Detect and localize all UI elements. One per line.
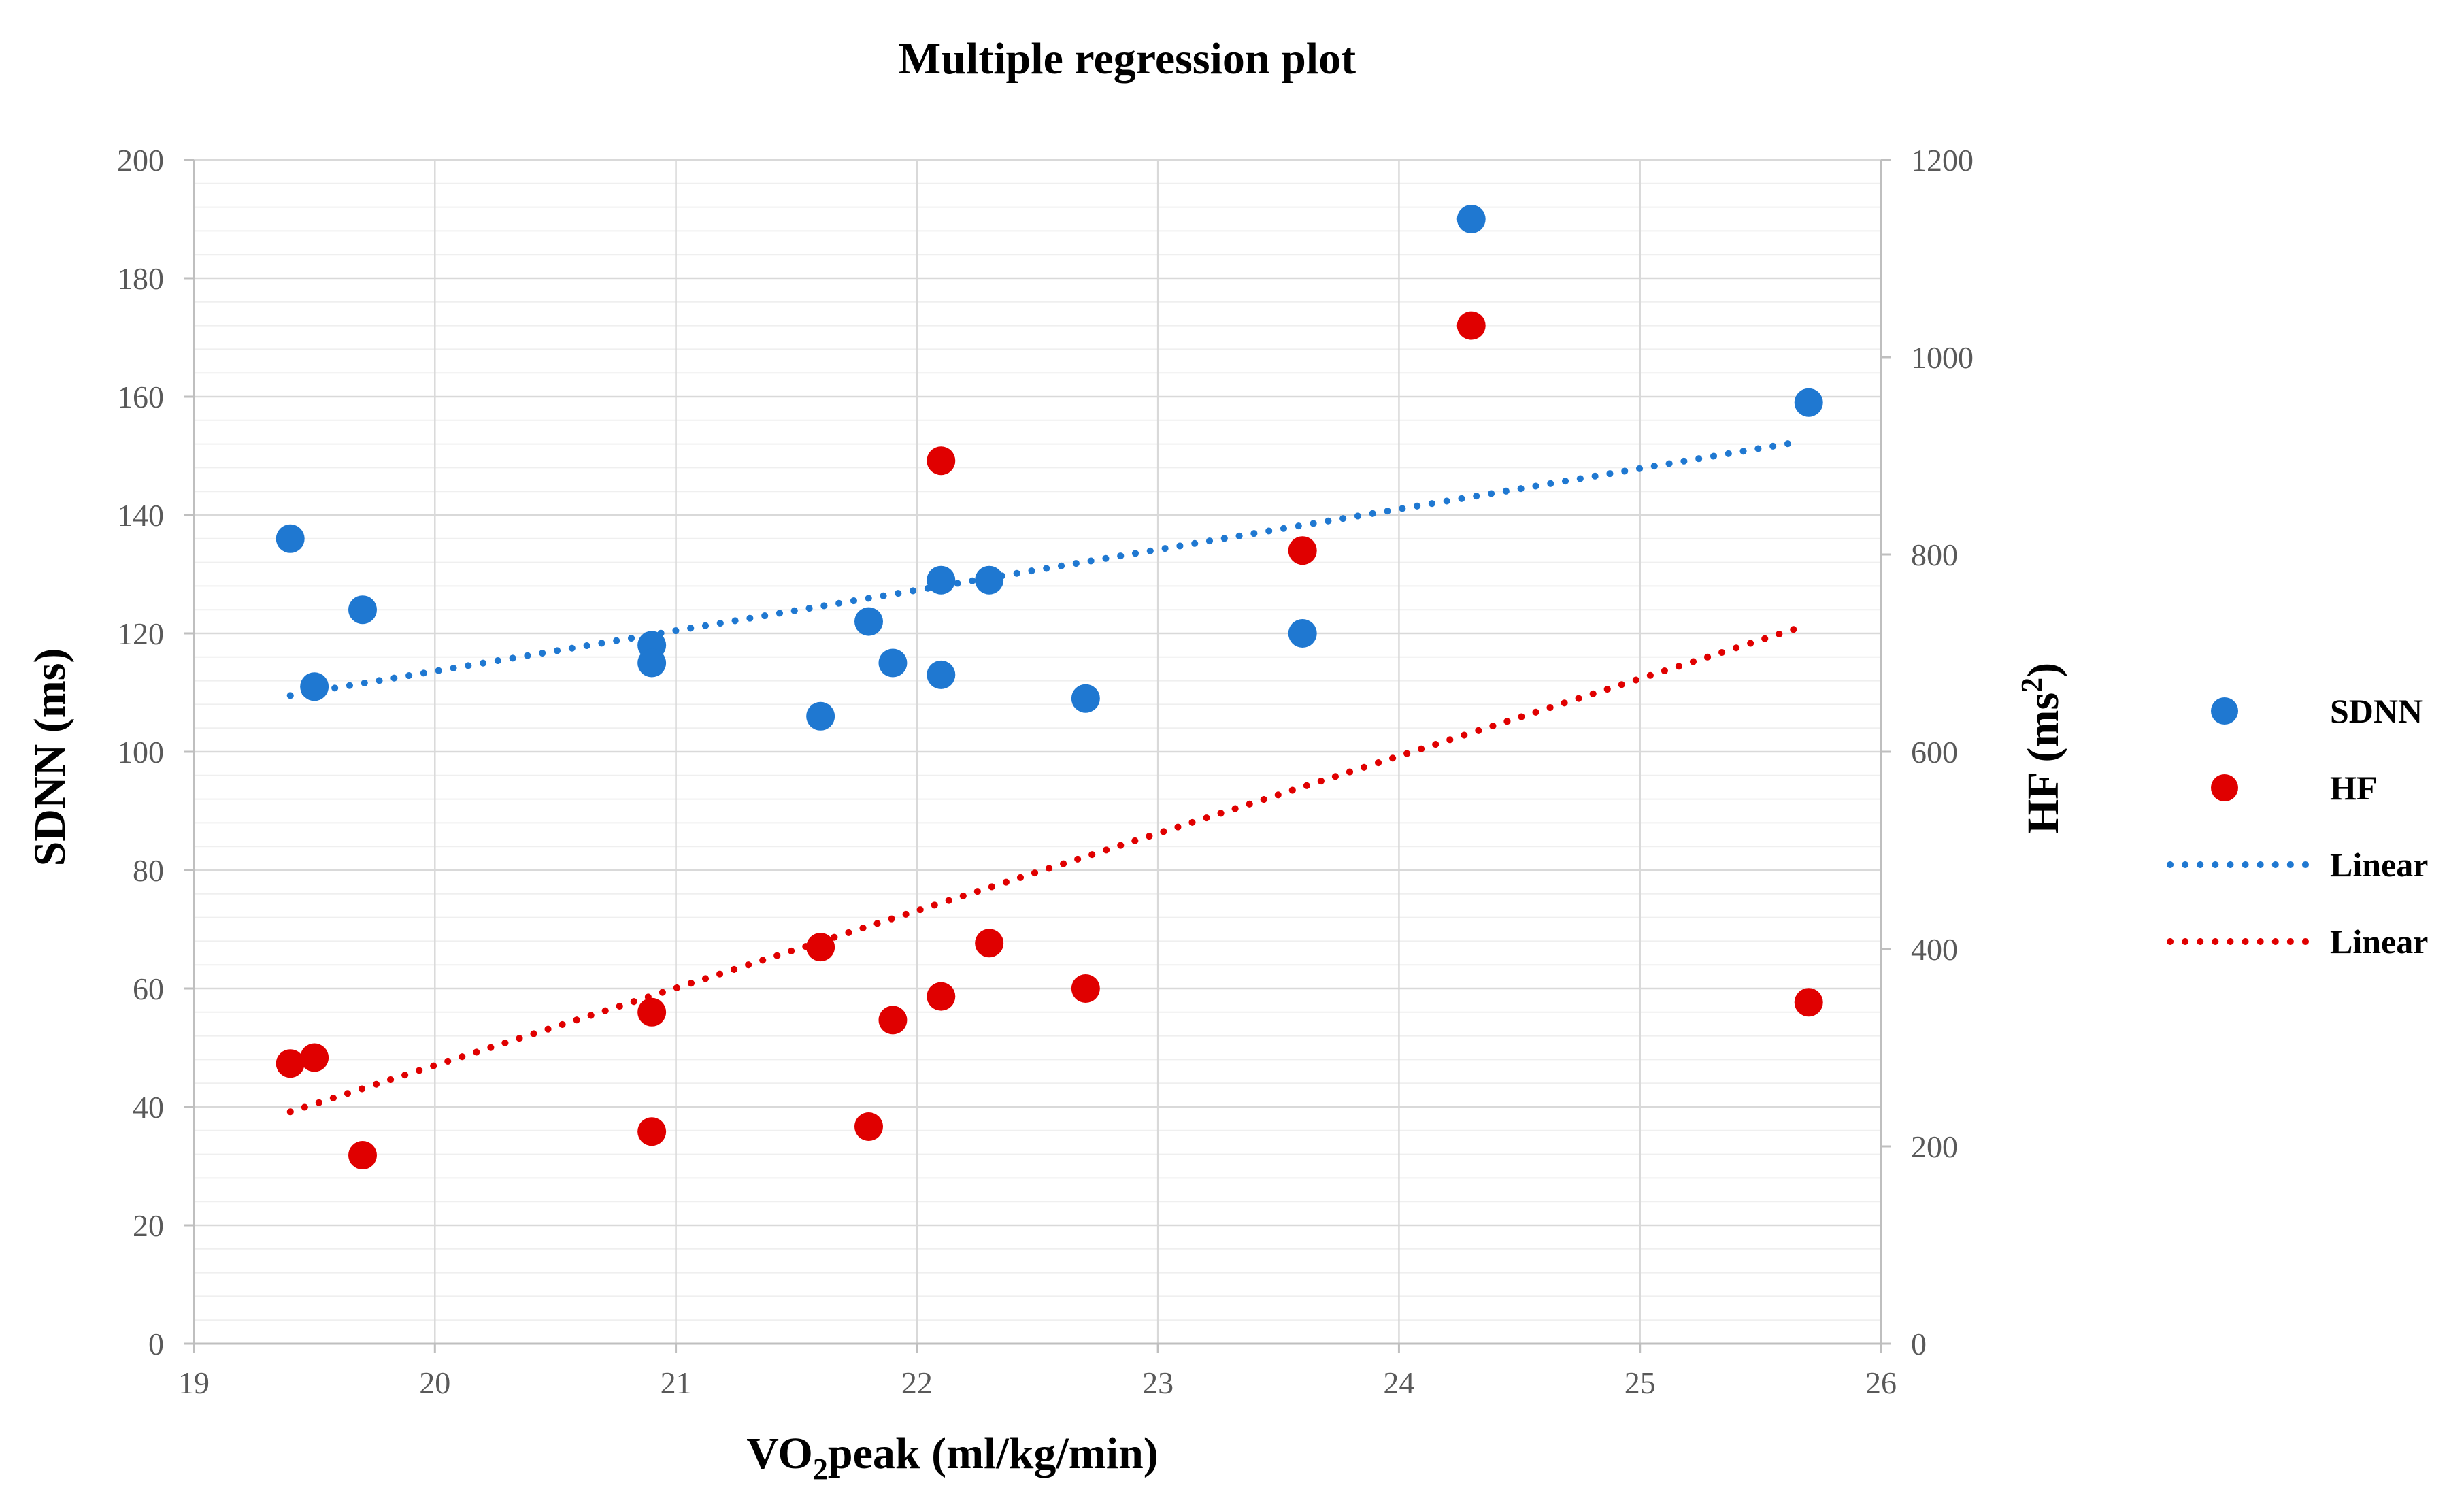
y-left-tick-label: 120 bbox=[117, 616, 164, 651]
data-point-sdnn bbox=[348, 595, 377, 625]
x-tick-label: 24 bbox=[1383, 1365, 1414, 1400]
data-point-hf bbox=[854, 1112, 883, 1141]
y-left-tick-label: 80 bbox=[133, 853, 164, 888]
legend-label: Linear bbox=[2330, 923, 2428, 961]
data-point-sdnn bbox=[300, 672, 329, 701]
x-axis-title: VO2peak (ml/kg/min) bbox=[746, 1429, 1159, 1486]
data-point-hf bbox=[276, 1049, 305, 1078]
x-tick-label: 20 bbox=[419, 1365, 450, 1400]
y-axis-left-title: SDNN (ms) bbox=[25, 648, 75, 867]
y-left-tick-label: 40 bbox=[133, 1090, 164, 1125]
data-point-hf bbox=[975, 929, 1004, 958]
data-point-hf bbox=[806, 933, 835, 962]
data-point-sdnn bbox=[1794, 388, 1823, 417]
x-tick-label: 26 bbox=[1865, 1365, 1897, 1400]
data-point-hf bbox=[637, 997, 667, 1027]
y-left-tick-label: 200 bbox=[117, 143, 164, 178]
axes bbox=[184, 159, 1891, 1353]
x-tick-label: 23 bbox=[1142, 1365, 1173, 1400]
grid bbox=[193, 159, 1882, 1345]
legend-label: HF bbox=[2330, 769, 2377, 807]
y-axis-right-title: HF (ms2) bbox=[2015, 663, 2068, 834]
legend-marker bbox=[2211, 774, 2238, 801]
chart-title: Multiple regression plot bbox=[899, 34, 1356, 84]
trendlines bbox=[286, 438, 1800, 1116]
x-tick-label: 22 bbox=[901, 1365, 933, 1400]
y-right-tick-label: 1200 bbox=[1911, 143, 1974, 178]
data-point-sdnn bbox=[637, 648, 667, 678]
data-point-sdnn bbox=[276, 524, 305, 553]
data-point-hf bbox=[878, 1006, 908, 1035]
data-point-sdnn bbox=[927, 660, 956, 689]
data-point-sdnn bbox=[1456, 205, 1486, 233]
legend-label: Linear bbox=[2330, 846, 2428, 884]
y-left-tick-label: 180 bbox=[117, 261, 164, 296]
data-points bbox=[276, 205, 1823, 1170]
data-point-hf bbox=[348, 1141, 377, 1170]
x-tick-label: 21 bbox=[661, 1365, 692, 1400]
data-point-sdnn bbox=[1071, 684, 1100, 713]
x-tick-label: 25 bbox=[1625, 1365, 1656, 1400]
y-left-tick-label: 60 bbox=[133, 972, 164, 1006]
data-point-hf bbox=[927, 982, 956, 1011]
data-point-sdnn bbox=[975, 565, 1004, 595]
y-left-tick-label: 20 bbox=[133, 1208, 164, 1243]
data-point-hf bbox=[1288, 536, 1317, 565]
trendline-sdnn bbox=[286, 438, 1800, 699]
data-point-hf bbox=[637, 1117, 667, 1146]
x-tick-label: 19 bbox=[178, 1365, 210, 1400]
y-right-tick-label: 1000 bbox=[1911, 340, 1974, 375]
legend-marker bbox=[2211, 697, 2238, 725]
data-point-hf bbox=[300, 1043, 329, 1072]
data-point-sdnn bbox=[1288, 619, 1317, 648]
y-left-tick-label: 160 bbox=[117, 380, 164, 414]
y-left-tick-label: 0 bbox=[148, 1327, 164, 1361]
y-left-tick-label: 140 bbox=[117, 498, 164, 533]
data-point-sdnn bbox=[927, 565, 956, 595]
data-point-hf bbox=[1794, 988, 1823, 1017]
data-point-hf bbox=[1456, 311, 1486, 340]
y-left-tick-label: 100 bbox=[117, 735, 164, 769]
y-right-tick-label: 600 bbox=[1911, 735, 1958, 769]
data-point-hf bbox=[1071, 974, 1100, 1003]
tick-labels: 19 20 21 22 23 24 25 26 0 20 40 60 80 100 120 140 160 180… bbox=[117, 143, 1974, 1400]
data-point-sdnn bbox=[806, 701, 835, 731]
legend-label: SDNN bbox=[2330, 692, 2423, 730]
data-point-hf bbox=[927, 446, 956, 476]
y-right-tick-label: 800 bbox=[1911, 537, 1958, 572]
data-point-sdnn bbox=[878, 648, 908, 678]
y-right-tick-label: 400 bbox=[1911, 932, 1958, 967]
y-right-tick-label: 0 bbox=[1911, 1327, 1927, 1361]
data-point-sdnn bbox=[854, 607, 883, 636]
legend: SDNN HF Linear Linear bbox=[2167, 692, 2428, 961]
y-right-tick-label: 200 bbox=[1911, 1129, 1958, 1164]
